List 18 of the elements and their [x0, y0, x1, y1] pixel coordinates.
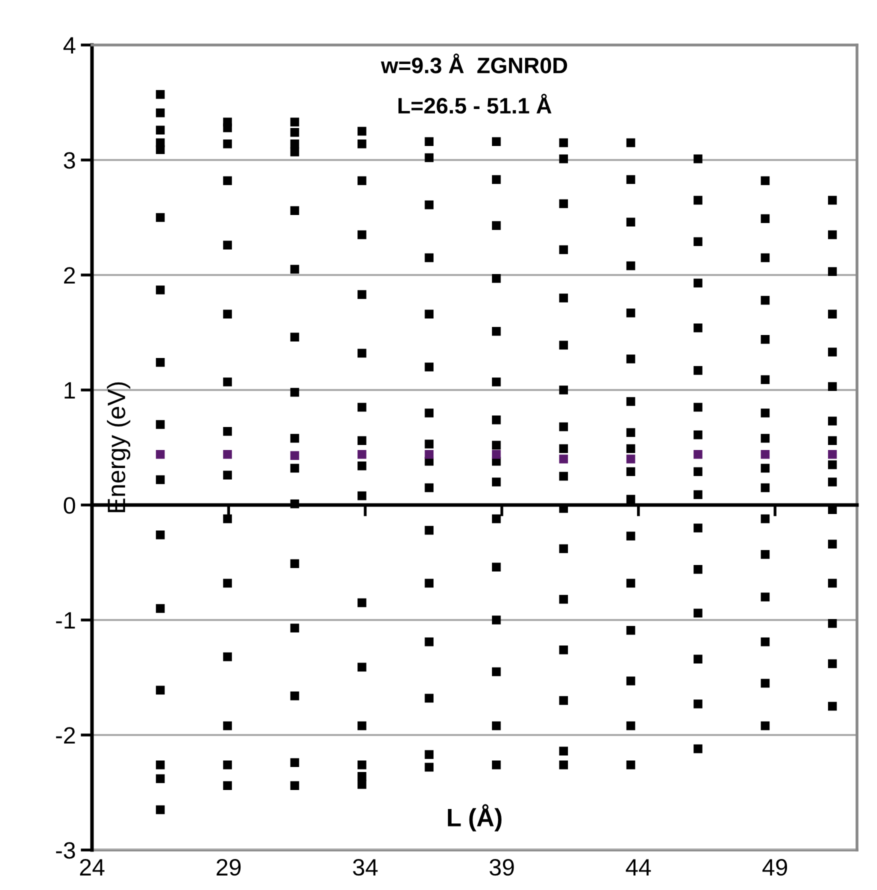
- x-tick-label: 34: [352, 858, 378, 876]
- chart-title: w=9.3 Å ZGNR0D: [380, 54, 568, 74]
- x-tick-label: 39: [490, 858, 514, 876]
- y-tick-label: 4: [63, 37, 76, 54]
- y-tick-label: -3: [56, 842, 75, 859]
- y-axis-title: Energy (eV): [106, 382, 130, 512]
- y-tick-label: -1: [56, 612, 75, 629]
- x-tick-label: 24: [80, 858, 104, 876]
- y-tick-label: 2: [64, 267, 75, 284]
- x-tick-label: 29: [216, 858, 241, 876]
- y-tick-label: -2: [56, 727, 75, 744]
- x-tick-label: 44: [626, 859, 651, 876]
- y-tick-label: 0: [64, 497, 76, 514]
- y-tick-label: 1: [64, 382, 75, 399]
- x-axis-title: L (Å): [448, 804, 502, 832]
- text: L=26.5 - 51.1 Å: [398, 94, 552, 114]
- y-tick-label: 3: [64, 152, 75, 169]
- x-tick-label: 49: [762, 858, 788, 876]
